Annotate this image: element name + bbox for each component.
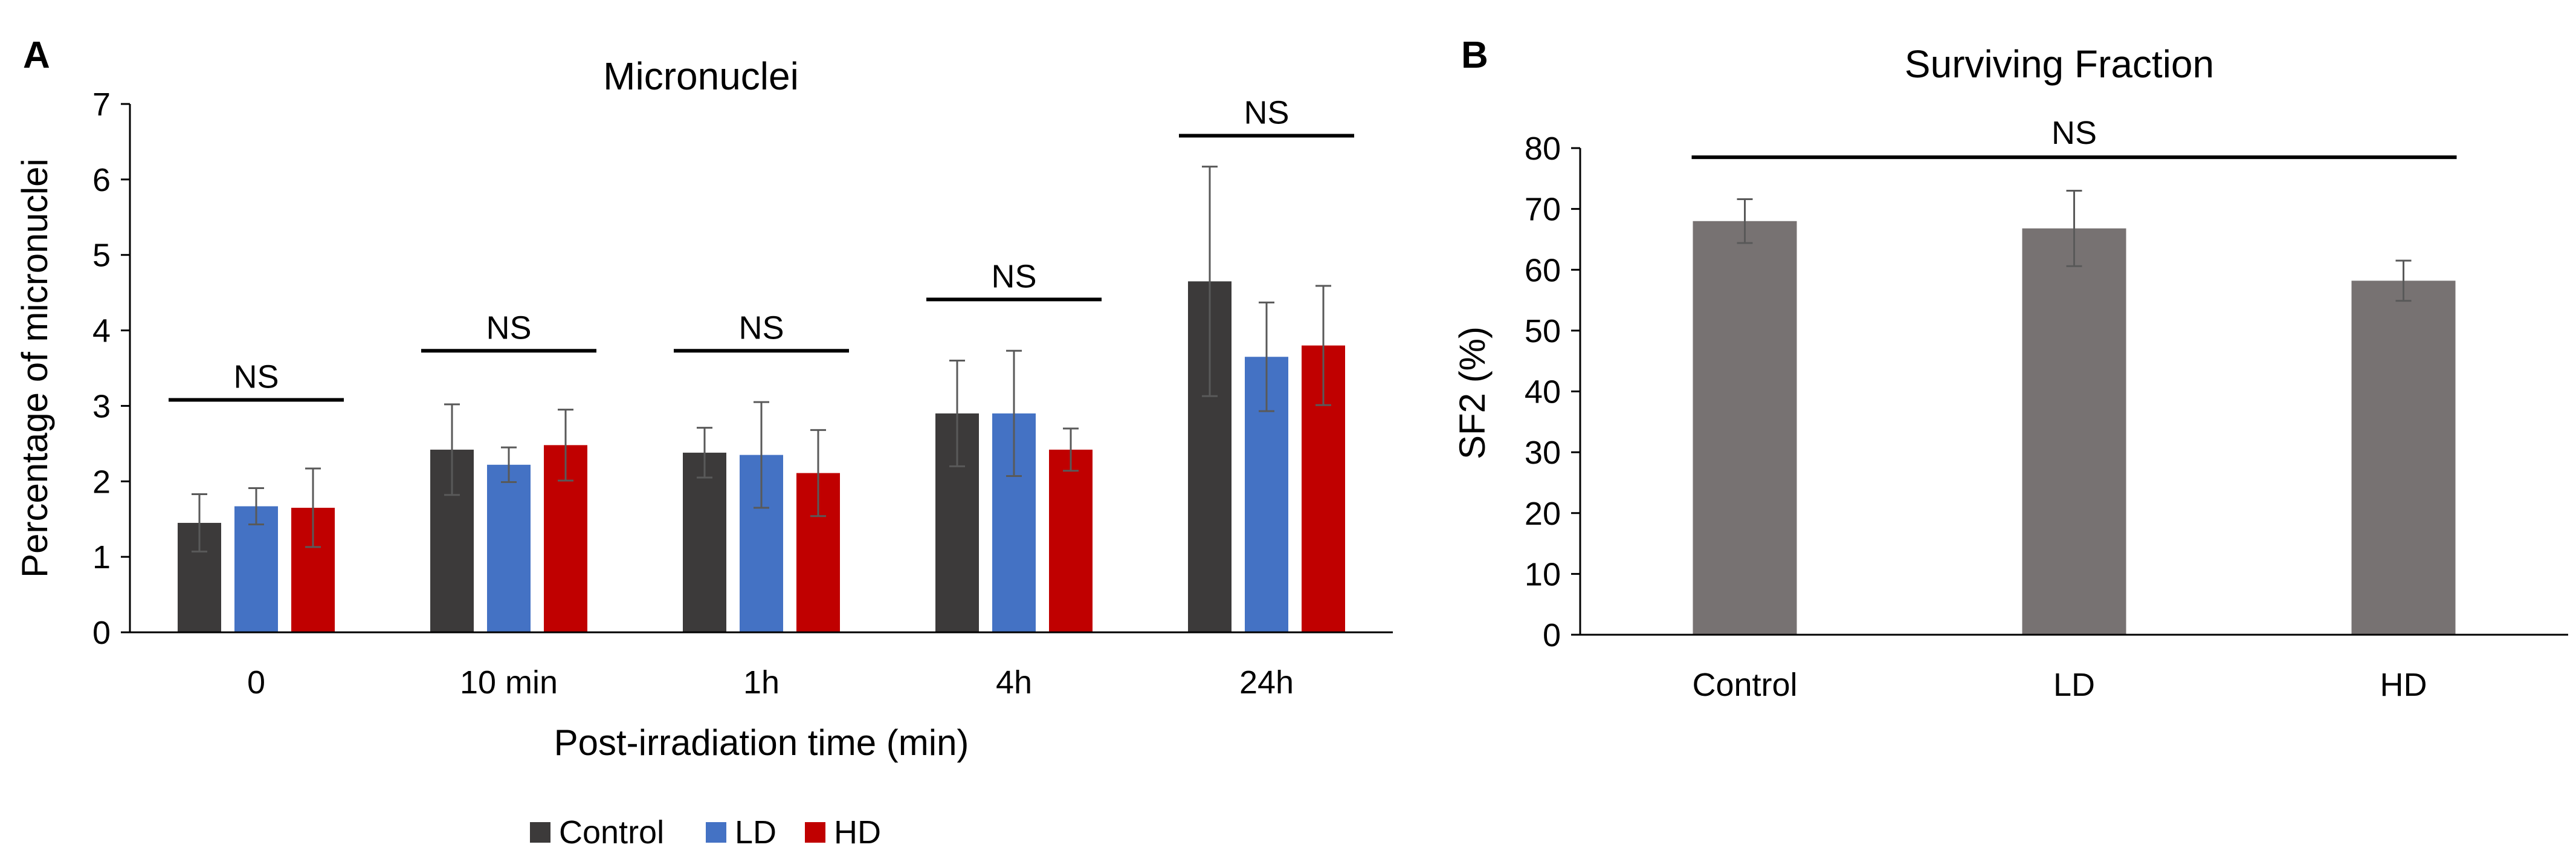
x-tick-label-a-24h: 24h	[1239, 664, 1294, 701]
x-tick-label-b-ld: LD	[2053, 667, 2095, 703]
panel-b-surviving-fraction-chart: B Surviving Fraction 0 10 20 30 40 50 60 70 80 Co…	[1452, 34, 2568, 703]
legend-swatch-control	[530, 822, 550, 843]
y-tick-label-a-2: 2	[92, 464, 111, 500]
legend-label-ld: LD	[735, 814, 776, 851]
x-tick-label-b-hd: HD	[2380, 667, 2427, 703]
y-tick-label-b-0: 0	[1543, 617, 1561, 653]
legend-item-control: Control	[530, 814, 664, 851]
y-tick-label-b-6: 60	[1525, 252, 1561, 288]
bar-a-1h-control	[683, 452, 726, 632]
y-tick-label-b-7: 70	[1525, 192, 1561, 228]
x-tick-label-a-1h: 1h	[743, 664, 780, 701]
significance-label-a-4h: NS	[991, 258, 1036, 294]
y-tick-label-a-4: 4	[92, 313, 111, 349]
legend-swatch-ld	[706, 822, 726, 843]
y-tick-label-a-0: 0	[92, 615, 111, 651]
x-axis-title-a: Post-irradiation time (min)	[554, 722, 969, 763]
y-tick-label-a-3: 3	[92, 388, 111, 424]
legend: Control LD HD	[530, 814, 881, 851]
bar-b-hd	[2351, 280, 2456, 635]
y-axis-title-a: Percentage of micronuclei	[15, 158, 55, 578]
y-tick-label-a-7: 7	[92, 86, 111, 123]
x-tick-label-a-0: 0	[247, 664, 265, 701]
y-axis-title-b: SF2 (%)	[1452, 326, 1493, 459]
legend-label-control: Control	[559, 814, 664, 851]
y-tick-label-b-1: 10	[1525, 556, 1561, 592]
chart-title-a: Micronuclei	[603, 54, 799, 98]
significance-label-a-10-min: NS	[486, 310, 531, 346]
panel-a-micronuclei-chart: A Micronuclei 0 1 2 3 4 5 6 7 0 10 min 1h 4h 24h NS NS…	[15, 34, 1393, 851]
y-tick-label-b-5: 50	[1525, 313, 1561, 349]
significance-label-a-24h: NS	[1244, 94, 1289, 131]
panel-letter-b: B	[1461, 34, 1488, 76]
bar-a-4h-hd	[1049, 449, 1093, 632]
y-tick-label-b-4: 40	[1525, 374, 1561, 410]
x-tick-label-a-10-min: 10 min	[460, 664, 558, 701]
y-tick-label-a-5: 5	[92, 238, 111, 274]
panel-letter-a: A	[23, 34, 50, 76]
legend-label-hd: HD	[834, 814, 881, 851]
x-tick-label-b-control: Control	[1692, 667, 1797, 703]
y-tick-label-a-1: 1	[92, 539, 111, 575]
y-tick-label-b-8: 80	[1525, 131, 1561, 167]
bar-a-10-min-ld	[487, 464, 531, 632]
y-tick-label-b-2: 20	[1525, 496, 1561, 532]
significance-label-a-1h: NS	[738, 310, 784, 346]
legend-swatch-hd	[805, 822, 825, 843]
bar-b-control	[1693, 221, 1797, 635]
x-tick-label-a-4h: 4h	[996, 664, 1032, 701]
significance-label-b: NS	[2051, 115, 2097, 151]
y-tick-label-b-3: 30	[1525, 435, 1561, 471]
chart-title-b: Surviving Fraction	[1905, 42, 2214, 86]
y-tick-label-a-6: 6	[92, 162, 111, 198]
legend-item-hd: HD	[805, 814, 881, 851]
bar-b-ld	[2022, 228, 2126, 635]
significance-label-a-0: NS	[233, 358, 279, 395]
bar-a-0-ld	[234, 506, 278, 632]
legend-item-ld: LD	[706, 814, 776, 851]
